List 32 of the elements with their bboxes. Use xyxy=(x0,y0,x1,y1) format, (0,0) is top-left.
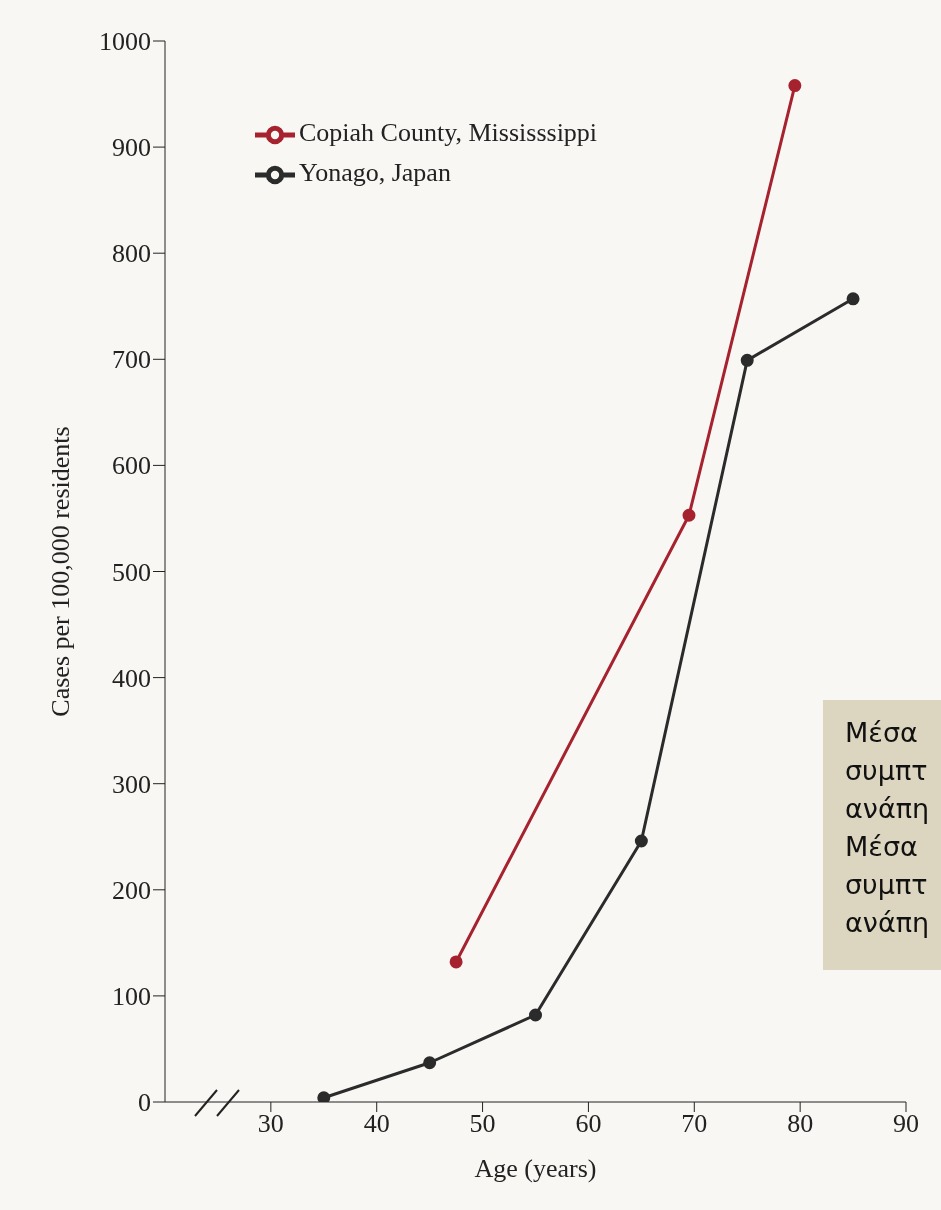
y-tick-label: 300 xyxy=(112,769,151,799)
y-tick-label: 100 xyxy=(112,981,151,1011)
x-tick-label: 50 xyxy=(469,1109,496,1139)
y-tick-label: 1000 xyxy=(99,27,151,56)
point xyxy=(846,292,860,306)
point xyxy=(423,1056,437,1070)
point xyxy=(634,834,648,848)
y-tick-label: 700 xyxy=(112,345,151,375)
legend-label: Yonago, Japan xyxy=(299,157,451,187)
annotation: Μέσα συμπτ ανάπη Μέσα συμπτ ανάπη xyxy=(823,700,941,970)
y-tick-label: 400 xyxy=(112,663,151,693)
y-tick-label: 900 xyxy=(112,133,151,163)
y-tick-label: 500 xyxy=(112,557,151,587)
point xyxy=(682,508,696,522)
y-tick-label: 200 xyxy=(112,875,151,905)
x-tick-label: 70 xyxy=(681,1109,708,1139)
y-tick-label: 600 xyxy=(112,451,151,481)
x-tick-label: 40 xyxy=(363,1109,390,1139)
point xyxy=(788,79,802,93)
x-axis-title: Age (years) xyxy=(474,1154,597,1183)
x-tick-label: 90 xyxy=(893,1109,919,1139)
y-tick-label: 800 xyxy=(112,239,151,269)
y-tick-label: 0 xyxy=(138,1088,151,1117)
point xyxy=(317,1091,331,1102)
y-axis-title: Cases per 100,000 residents xyxy=(46,426,76,717)
x-tick-label: 80 xyxy=(787,1109,814,1139)
x-tick-label: 60 xyxy=(575,1109,602,1139)
x-tick-label: 30 xyxy=(257,1109,284,1139)
point xyxy=(529,1008,542,1022)
legend-label: Copiah County, Mississsippi xyxy=(299,117,598,147)
point xyxy=(740,353,754,367)
point xyxy=(449,955,463,969)
